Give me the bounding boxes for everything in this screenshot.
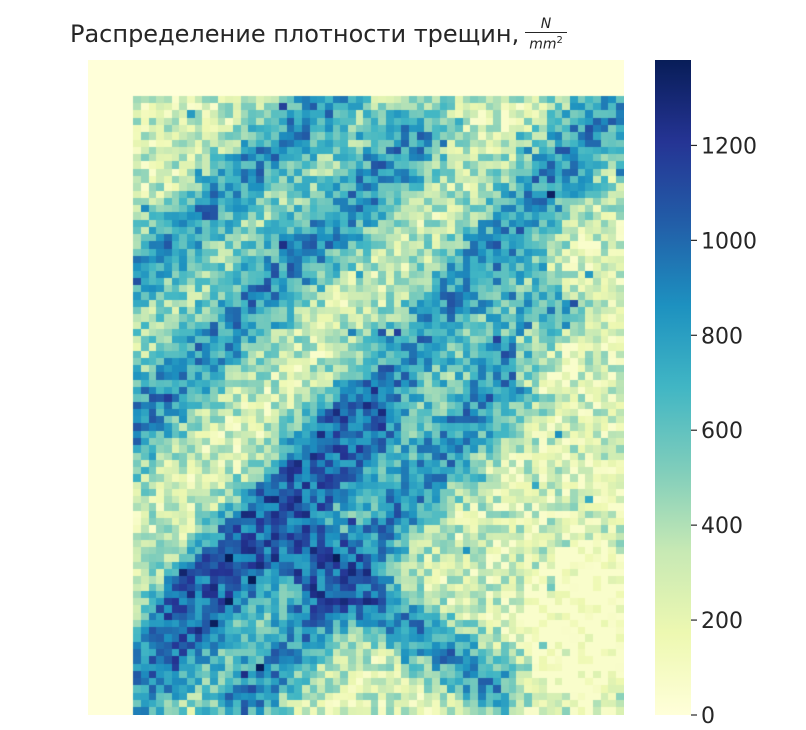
colorbar: 0 200 400 600 800 1000 1200 xyxy=(655,60,757,729)
colorbar-tick-label: 200 xyxy=(701,609,743,634)
unit-numerator: N xyxy=(540,15,552,32)
chart-title: Распределение плотности трещин, N mm2 xyxy=(70,12,567,56)
colorbar-tick-label: 0 xyxy=(701,704,715,729)
colorbar-tick-label: 1000 xyxy=(701,229,757,254)
colorbar-tick-label: 400 xyxy=(701,514,743,539)
colorbar-tick-label: 600 xyxy=(701,419,743,444)
heatmap xyxy=(88,60,624,715)
unit-denominator: mm2 xyxy=(525,31,567,52)
colorbar-gradient xyxy=(655,60,691,715)
chart-title-text: Распределение плотности трещин, xyxy=(70,20,520,48)
chart-title-unit: N mm2 xyxy=(525,15,567,52)
colorbar-tick-label: 1200 xyxy=(701,134,757,159)
colorbar-tick-label: 800 xyxy=(701,324,743,349)
